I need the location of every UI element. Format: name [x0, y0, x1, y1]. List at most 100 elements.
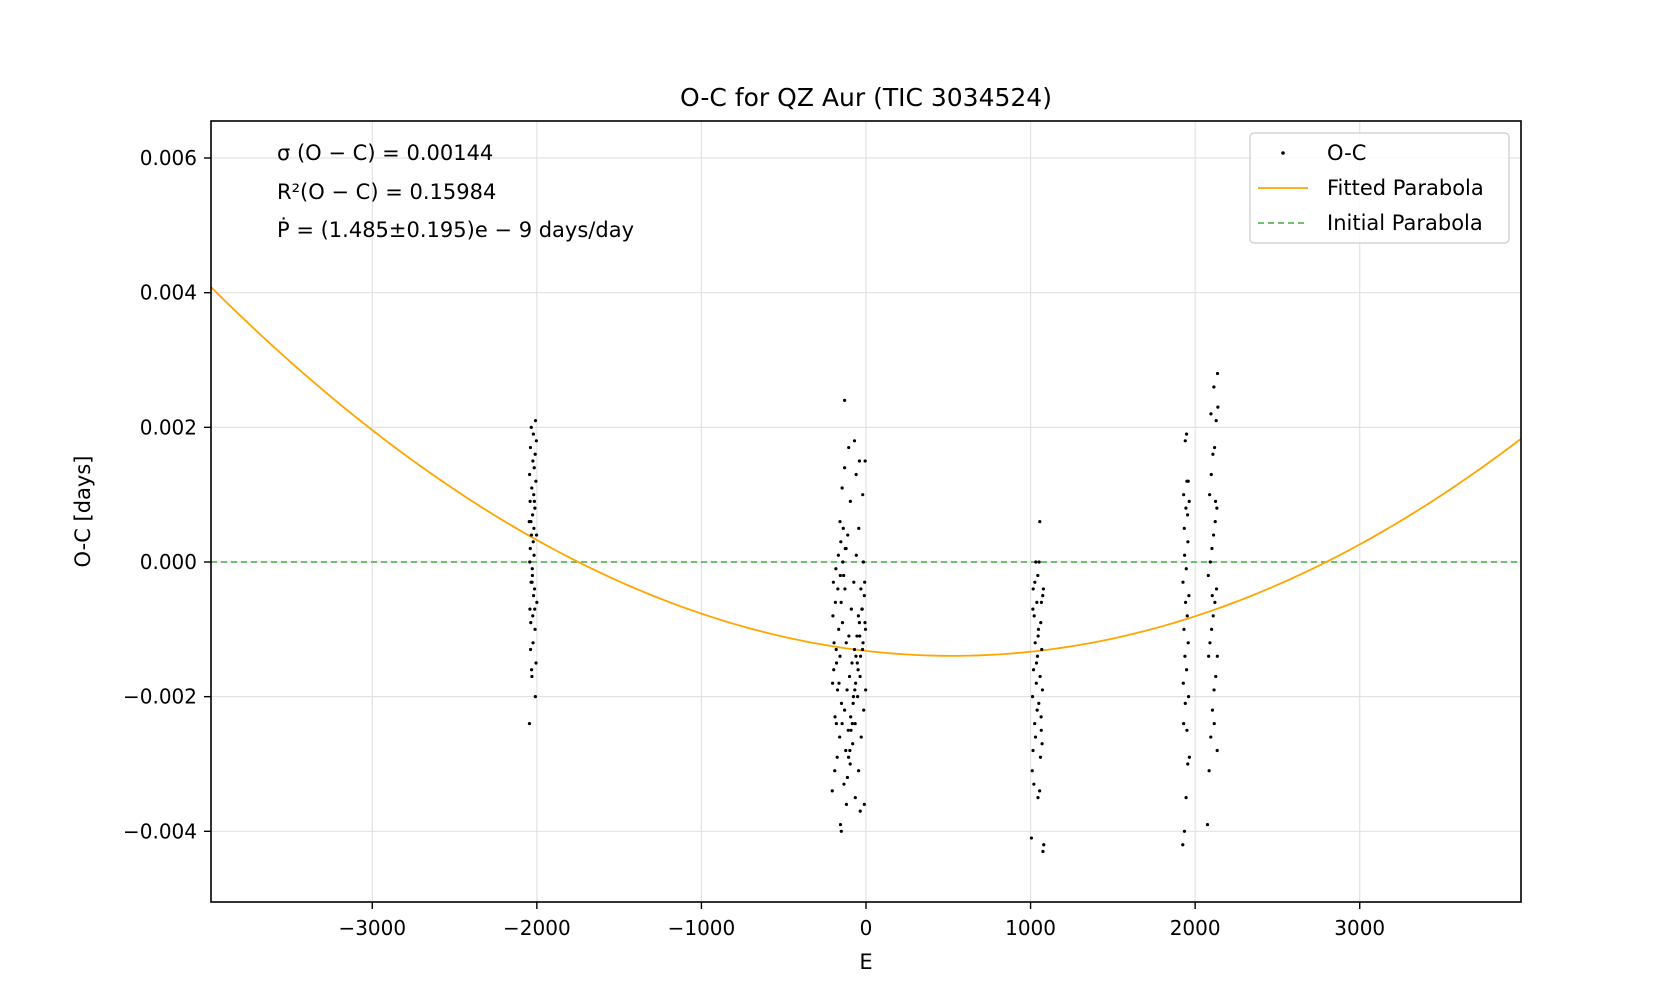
oc-point: [1208, 641, 1212, 645]
oc-point: [863, 459, 867, 463]
oc-point: [530, 573, 535, 578]
oc-point: [1033, 721, 1037, 726]
oc-point: [534, 479, 538, 483]
oc-point: [1209, 735, 1213, 739]
oc-point: [832, 668, 836, 672]
oc-point: [1185, 728, 1189, 732]
x-axis-label: E: [859, 950, 872, 974]
oc-point: [848, 762, 852, 766]
oc-point: [532, 499, 536, 503]
oc-point: [838, 822, 843, 827]
oc-point: [1031, 607, 1035, 611]
x-tick-label: 2000: [1170, 916, 1221, 940]
x-tick-label: 1000: [1005, 916, 1056, 940]
oc-point: [843, 466, 847, 470]
oc-point: [834, 647, 838, 652]
oc-point: [529, 425, 533, 429]
oc-point: [846, 533, 850, 537]
annotation-r2: R²(O − C) = 0.15984: [277, 180, 496, 204]
oc-point: [1036, 796, 1040, 800]
oc-point: [847, 634, 851, 638]
oc-point: [1039, 600, 1044, 604]
oc-point: [858, 809, 862, 813]
oc-point: [844, 802, 849, 806]
legend-box: [1249, 132, 1510, 244]
oc-point: [1181, 843, 1185, 847]
oc-point: [1214, 674, 1218, 679]
oc-point: [532, 466, 536, 470]
oc-point: [849, 607, 853, 611]
oc-point: [861, 560, 865, 564]
oc-point: [533, 452, 537, 456]
y-tick-label: 0.002: [140, 415, 197, 439]
oc-point: [836, 587, 840, 591]
oc-point: [837, 681, 841, 685]
oc-point: [1215, 748, 1219, 753]
oc-point: [849, 728, 853, 732]
oc-point: [1209, 412, 1213, 416]
oc-point: [1212, 688, 1216, 692]
oc-point: [1182, 721, 1186, 726]
oc-point: [839, 600, 843, 604]
oc-point: [853, 721, 857, 726]
oc-point: [1039, 620, 1043, 625]
oc-point: [863, 580, 867, 584]
oc-point: [1210, 627, 1214, 631]
oc-point: [530, 674, 534, 679]
oc-point: [1182, 829, 1187, 833]
oc-point: [1034, 560, 1038, 564]
y-tick-label: 0.004: [140, 281, 197, 305]
oc-point: [842, 782, 846, 786]
oc-point: [531, 614, 535, 618]
oc-point: [848, 499, 852, 503]
oc-point: [854, 553, 858, 557]
x-tick-label: −1000: [668, 916, 736, 940]
oc-point: [531, 594, 536, 598]
oc-point: [1034, 661, 1039, 665]
x-tick-label: 3000: [1334, 916, 1385, 940]
oc-point: [1034, 681, 1038, 685]
oc-point: [531, 459, 535, 463]
oc-point: [1036, 573, 1040, 578]
oc-point: [528, 472, 532, 477]
oc-point: [1182, 493, 1186, 497]
oc-point: [1210, 708, 1215, 712]
oc-point: [528, 560, 532, 564]
oc-point: [848, 748, 852, 753]
oc-point: [1216, 405, 1220, 409]
oc-point: [1215, 506, 1219, 510]
oc-point: [839, 701, 844, 705]
oc-point: [840, 486, 844, 490]
oc-point: [1208, 560, 1212, 564]
oc-point: [854, 654, 858, 658]
oc-point: [1042, 843, 1046, 847]
oc-point: [831, 580, 836, 584]
oc-point: [1029, 836, 1033, 840]
oc-point: [838, 654, 842, 658]
oc-point: [843, 398, 847, 403]
oc-point: [529, 620, 533, 625]
oc-point: [528, 607, 532, 611]
oc-point: [531, 432, 536, 436]
oc-point: [859, 735, 863, 739]
oc-point: [529, 533, 534, 537]
oc-point: [838, 735, 842, 739]
y-tick-label: 0.006: [140, 146, 197, 170]
oc-point: [857, 459, 862, 463]
oc-point: [1038, 755, 1043, 759]
oc-point: [860, 607, 864, 611]
oc-point: [1207, 769, 1211, 773]
oc-point: [1183, 439, 1187, 443]
annotation-pdot: Ṗ = (1.485±0.195)e − 9 days/day: [277, 217, 634, 242]
oc-point: [1213, 600, 1217, 604]
oc-point: [846, 755, 851, 759]
oc-point: [1035, 600, 1039, 604]
oc-point: [864, 688, 868, 692]
oc-point: [1030, 695, 1035, 699]
legend: O-C Fitted Parabola Initial Parabola: [1249, 132, 1510, 244]
oc-point: [842, 573, 846, 578]
oc-point: [1183, 553, 1187, 557]
oc-point: [1040, 647, 1044, 652]
oc-point: [847, 674, 852, 679]
oc-point: [1205, 822, 1210, 827]
